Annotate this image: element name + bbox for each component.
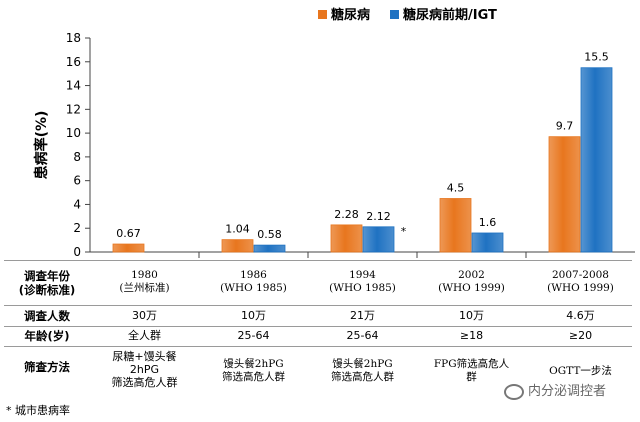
y-tick-label: 10	[66, 126, 81, 140]
bar	[548, 136, 581, 253]
table-cell: 全人群	[128, 329, 161, 342]
table-rule	[4, 260, 632, 261]
y-tick-label: 18	[66, 31, 81, 45]
table-cell: 10万	[459, 309, 484, 322]
table-cell: 4.6万	[566, 309, 595, 322]
y-tick-label: 12	[66, 102, 81, 116]
table-cell: ≥20	[568, 329, 593, 342]
bar	[362, 226, 395, 253]
table-cell: 馒头餐2hPG 筛选高危人群	[222, 358, 285, 383]
watermark: 内分泌调控者	[504, 380, 606, 400]
table-cell: 2007-2008 (WHO 1999)	[547, 269, 614, 294]
table-cell: FPG筛选高危人群	[433, 358, 510, 383]
table-cell: 2002 (WHO 1999)	[438, 269, 505, 294]
data-label: 4.5	[447, 182, 465, 195]
legend-label: 糖尿病前期/IGT	[403, 7, 497, 23]
table-cell: ≥18	[459, 329, 484, 342]
data-label: 2.12	[366, 210, 391, 223]
table-cell: 10万	[241, 309, 266, 322]
data-label: 0.67	[116, 227, 141, 240]
table-row-label: 调查年份 (诊断标准)	[18, 269, 76, 297]
bar	[253, 244, 286, 253]
y-tick-label: 14	[66, 79, 81, 93]
bar	[439, 198, 472, 253]
table-cell: 25-64	[237, 329, 270, 342]
bar	[221, 239, 254, 253]
bar	[330, 224, 363, 253]
table-cell: 30万	[132, 309, 157, 322]
legend-label: 糖尿病	[331, 7, 370, 23]
table-rule	[4, 346, 632, 347]
data-label: 9.7	[556, 120, 574, 133]
y-tick-label: 0	[73, 245, 81, 259]
data-label: 1.6	[479, 216, 497, 229]
annotation-asterisk: *	[401, 225, 407, 238]
table-cell: OGTT一步法	[549, 365, 612, 377]
data-label: 2.28	[334, 208, 359, 221]
table-rule	[4, 326, 632, 327]
table-row-label: 筛查方法	[24, 360, 70, 374]
y-tick-label: 6	[73, 174, 81, 188]
data-label: 15.5	[584, 51, 609, 64]
table-cell: 1980 (兰州标准)	[119, 269, 170, 294]
y-tick-label: 2	[73, 221, 81, 235]
table-row-label: 年龄(岁)	[24, 329, 70, 343]
wechat-icon	[504, 383, 524, 400]
table-row-label: 调查人数	[24, 309, 70, 323]
table-rule	[4, 305, 632, 306]
watermark-text: 内分泌调控者	[528, 384, 607, 399]
y-tick-label: 4	[73, 197, 81, 211]
bar	[112, 243, 145, 253]
footnote: * 城市患病率	[6, 404, 70, 417]
legend-swatch	[390, 10, 399, 19]
table-cell: 1986 (WHO 1985)	[220, 269, 287, 294]
y-axis-label: 患病率(%)	[33, 111, 50, 180]
table-cell: 25-64	[346, 329, 379, 342]
legend-swatch	[318, 10, 327, 19]
table-cell: 尿糖+馒头餐 2hPG 筛选高危人群	[111, 350, 178, 389]
table-cell: 馒头餐2hPG 筛选高危人群	[331, 358, 394, 383]
bar	[580, 67, 613, 253]
y-tick-label: 8	[73, 150, 81, 164]
prevalence-bar-chart: 0 2 4 6 8 10 12 14 16 18 患病率(%) 0.67 1.04 0.58 2.28 2.1…	[33, 7, 635, 259]
table-cell: 1994 (WHO 1985)	[329, 269, 396, 294]
data-label: 0.58	[257, 228, 282, 241]
table-cell: 21万	[350, 309, 375, 322]
bar	[471, 232, 504, 253]
y-tick-label: 16	[66, 55, 81, 69]
data-label: 1.04	[225, 223, 250, 236]
